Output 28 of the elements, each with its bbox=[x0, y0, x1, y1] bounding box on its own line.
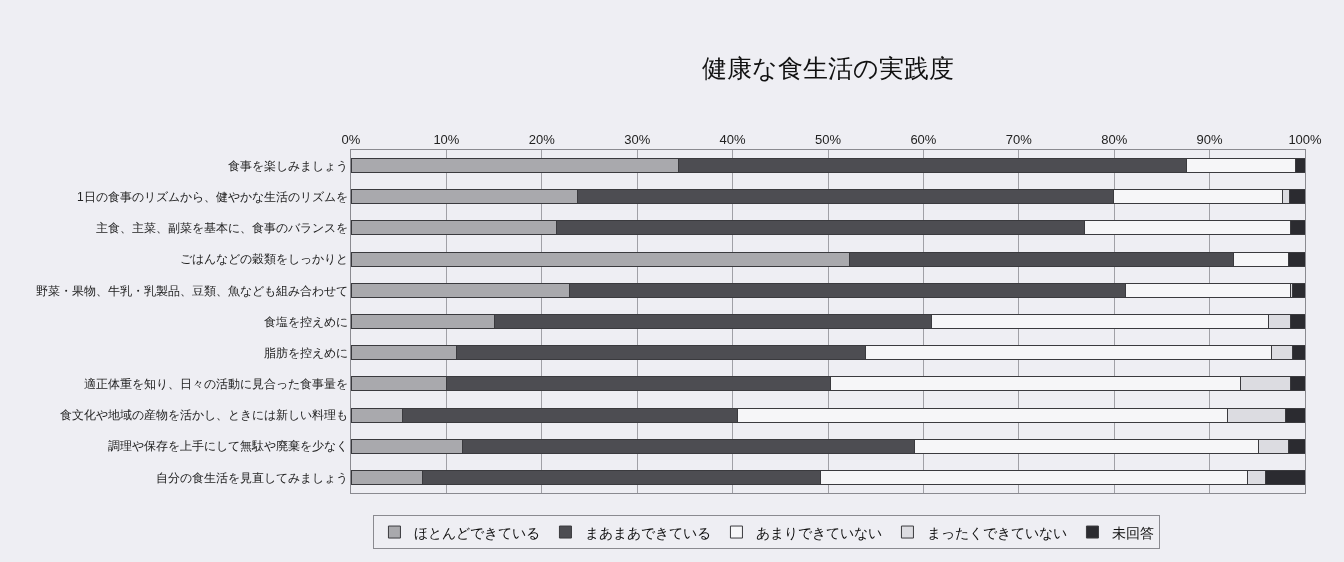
chart-title: 健康な食生活の実践度 bbox=[702, 53, 954, 82]
x-tick-label: 100% bbox=[1288, 131, 1323, 147]
x-tick-label: 60% bbox=[910, 131, 937, 147]
y-tick-label: 調理や保存を上手にして無駄や廃棄を少なく bbox=[107, 439, 348, 454]
legend-label: まあまあできている bbox=[585, 524, 712, 541]
y-tick-label: 主食、主菜、副菜を基本に、食事のバランスを bbox=[95, 221, 348, 236]
y-tick-label: 1日の食事のリズムから、健やかな生活のリズムを bbox=[76, 189, 348, 204]
legend-label: まったくできていない bbox=[927, 524, 1068, 541]
y-tick-label: 適正体重を知り、日々の活動に見合った食事量を bbox=[83, 377, 348, 392]
x-tick-label: 10% bbox=[433, 131, 460, 147]
x-tick-label: 80% bbox=[1101, 131, 1128, 147]
x-tick-label: 0% bbox=[341, 131, 361, 147]
x-tick-label: 70% bbox=[1005, 131, 1033, 147]
x-tick-label: 90% bbox=[1196, 131, 1224, 147]
y-tick-label: 食文化や地域の産物を活かし、ときには新しい料理も bbox=[59, 408, 348, 423]
y-tick-label: 自分の食生活を見直してみましょう bbox=[155, 470, 348, 485]
y-tick-label: 食塩を控えめに bbox=[263, 314, 348, 329]
legend-label: 未回答 bbox=[1112, 524, 1155, 541]
y-tick-label: 脂肪を控えめに bbox=[263, 345, 348, 360]
x-tick-label: 20% bbox=[528, 131, 556, 147]
legend-label: あまりできていない bbox=[756, 524, 883, 541]
y-tick-label: 食事を楽しみましょう bbox=[227, 158, 348, 173]
legend-label: ほとんどできている bbox=[414, 524, 541, 541]
x-tick-label: 50% bbox=[814, 131, 842, 147]
y-tick-label: 野菜・果物、牛乳・乳製品、豆類、魚なども組み合わせて bbox=[35, 283, 348, 298]
x-tick-label: 30% bbox=[624, 131, 651, 147]
x-tick-label: 40% bbox=[719, 131, 747, 147]
y-tick-label: ごはんなどの穀類をしっかりと bbox=[179, 252, 348, 267]
